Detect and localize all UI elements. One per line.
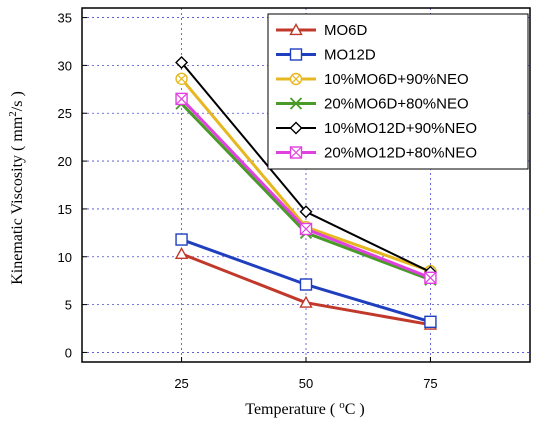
legend-label: MO12D xyxy=(324,47,376,64)
series-20%MO12D+80%NEO xyxy=(175,92,437,285)
legend-label: 10%MO12D+90%NEO xyxy=(324,120,477,137)
legend-label: 20%MO12D+80%NEO xyxy=(324,145,477,162)
x-tick-label: 50 xyxy=(299,376,313,391)
legend-box xyxy=(267,13,529,170)
data-point xyxy=(175,92,188,106)
legend-label: 20%MO6D+80%NEO xyxy=(324,96,469,113)
legend-marker xyxy=(289,23,303,36)
legend-item: MO12D xyxy=(276,47,376,64)
legend-label: MO6D xyxy=(324,22,368,39)
data-point xyxy=(175,233,188,246)
axis-ticks: 0 5 10 15 20 25 30 35 25 50 75 xyxy=(58,11,438,391)
data-point xyxy=(424,315,437,329)
x-tick-label: 25 xyxy=(174,376,188,391)
y-tick-label: 5 xyxy=(65,298,72,313)
data-point xyxy=(424,271,437,285)
x-axis-label: Temperature ( oC ) xyxy=(245,399,364,418)
y-tick-label: 15 xyxy=(58,202,72,217)
y-tick-label: 35 xyxy=(58,11,72,26)
legend-item: 20%MO12D+80%NEO xyxy=(276,145,477,162)
data-point xyxy=(174,246,189,259)
data-point xyxy=(299,278,313,291)
legend-item: 10%MO12D+90%NEO xyxy=(276,120,477,137)
legend-label: 10%MO6D+90%NEO xyxy=(324,71,469,88)
y-tick-label: 0 xyxy=(65,345,72,360)
data-point xyxy=(299,295,313,308)
legend-marker xyxy=(289,121,303,135)
y-tick-label: 10 xyxy=(58,250,72,265)
legend-marker xyxy=(289,72,303,86)
data-point xyxy=(175,56,189,70)
data-point xyxy=(299,222,313,236)
legend-item: 10%MO6D+90%NEO xyxy=(276,71,469,88)
legend-marker xyxy=(289,97,303,110)
series-MO6D xyxy=(174,246,438,330)
x-tick-label: 75 xyxy=(423,376,437,391)
legend: MO6D MO12D 10%MO6D+90%NEO 20%MO6D+80%NEO 10%… xyxy=(267,13,529,170)
series-MO12D xyxy=(175,233,437,329)
legend-marker xyxy=(289,146,303,159)
data-point xyxy=(299,205,313,219)
legend-item: 20%MO6D+80%NEO xyxy=(276,96,469,113)
data-point xyxy=(175,72,188,86)
y-tick-label: 30 xyxy=(58,58,72,73)
plot-series xyxy=(174,56,438,330)
y-tick-label: 20 xyxy=(58,154,72,169)
y-axis-label: Kinematic Viscosity ( mm2/s ) xyxy=(7,91,26,285)
y-tick-label: 25 xyxy=(58,106,72,121)
legend-item: MO6D xyxy=(276,22,368,39)
legend-marker xyxy=(289,48,303,61)
